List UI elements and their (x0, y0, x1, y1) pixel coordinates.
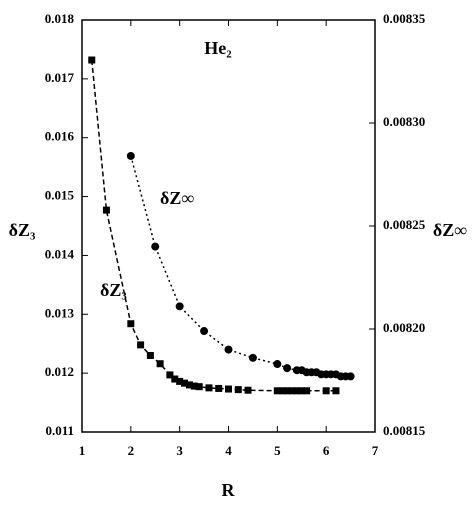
x-tick-label: 4 (225, 443, 232, 458)
y-tick-label: 0.016 (45, 129, 75, 144)
y2-tick-label: 0.00835 (383, 11, 426, 26)
marker (248, 353, 257, 362)
y2-axis-label: δZ∞ (433, 220, 467, 240)
series-label: δZ∞ (160, 188, 194, 208)
marker (215, 384, 223, 392)
y-tick-label: 0.015 (45, 188, 75, 203)
marker (126, 151, 135, 160)
marker (190, 382, 198, 390)
marker (283, 364, 292, 373)
marker (234, 386, 242, 394)
marker (176, 377, 184, 385)
y2-tick-label: 0.00820 (383, 320, 425, 335)
marker (288, 387, 296, 395)
y-tick-label: 0.012 (45, 364, 74, 379)
x-tick-label: 2 (128, 443, 135, 458)
marker (175, 302, 184, 311)
y-tick-label: 0.017 (45, 70, 75, 85)
marker (127, 320, 135, 328)
marker (273, 387, 281, 395)
marker (151, 242, 160, 251)
marker (102, 206, 110, 214)
x-axis-label: R (222, 480, 236, 500)
chart-title: He₂ (204, 38, 231, 58)
marker (303, 387, 311, 395)
marker (273, 360, 282, 369)
x-tick-label: 1 (79, 443, 86, 458)
marker (322, 387, 330, 395)
marker (332, 387, 340, 395)
marker (185, 381, 193, 389)
y2-tick-label: 0.00815 (383, 423, 426, 438)
marker (200, 327, 209, 336)
y-tick-label: 0.013 (45, 305, 75, 320)
marker (88, 56, 96, 64)
x-tick-label: 7 (372, 443, 379, 458)
marker (195, 383, 203, 391)
series-line (91, 59, 336, 392)
marker (224, 345, 233, 354)
marker (225, 385, 232, 393)
marker (171, 375, 179, 383)
marker (278, 387, 286, 395)
x-tick-label: 6 (323, 443, 330, 458)
y-tick-label: 0.018 (45, 11, 75, 26)
plot-frame (81, 19, 376, 433)
marker (346, 372, 355, 381)
marker (244, 386, 252, 394)
x-tick-label: 3 (176, 443, 183, 458)
marker (293, 387, 301, 395)
y-tick-label: 0.011 (45, 423, 74, 438)
y2-tick-label: 0.00825 (383, 217, 426, 232)
series-label: δZ₃ (100, 280, 127, 300)
x-tick-label: 5 (274, 443, 281, 458)
marker (166, 371, 174, 379)
marker (137, 341, 145, 349)
marker (298, 387, 306, 395)
y-tick-label: 0.014 (45, 246, 75, 261)
marker (283, 387, 291, 395)
marker (146, 351, 154, 359)
y-axis-label: δZ₃ (9, 220, 36, 240)
marker (156, 360, 164, 368)
marker (181, 379, 189, 387)
y2-tick-label: 0.00830 (383, 114, 425, 129)
marker (205, 384, 213, 392)
